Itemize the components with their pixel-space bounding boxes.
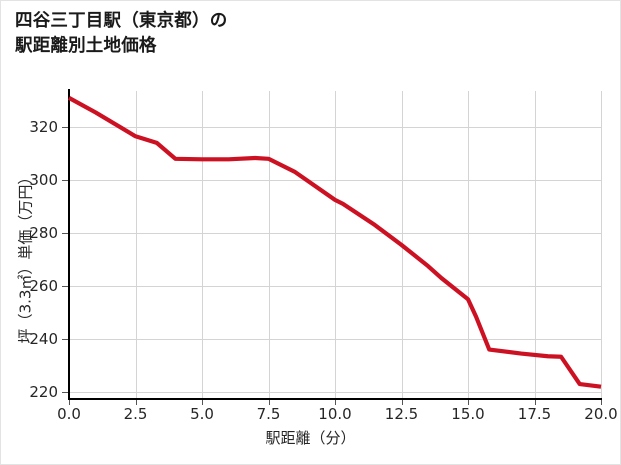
x-tick-mark: [202, 400, 203, 405]
gridline-vertical: [534, 91, 536, 398]
x-tick-mark: [468, 400, 469, 405]
y-tick-label: 240: [29, 330, 58, 348]
x-tick-label: 0.0: [57, 405, 81, 423]
x-tick-label: 15.0: [451, 405, 485, 423]
gridline-horizontal: [69, 233, 601, 234]
y-tick-label: 320: [29, 118, 58, 136]
x-tick-mark: [335, 400, 336, 405]
y-tick-mark: [62, 180, 68, 181]
y-tick-mark: [62, 339, 68, 340]
y-tick-mark: [62, 233, 68, 234]
x-tick-label: 17.5: [517, 405, 552, 423]
y-tick-label: 280: [29, 224, 58, 242]
x-tick-label: 10.0: [318, 405, 352, 423]
gridline-vertical: [601, 91, 602, 398]
x-tick-mark: [135, 400, 137, 405]
y-tick-mark: [62, 392, 68, 393]
y-tick-label: 300: [29, 171, 58, 189]
y-axis-spine: [68, 89, 70, 400]
x-tick-label: 2.5: [123, 405, 148, 423]
gridline-horizontal: [69, 180, 601, 181]
x-tick-mark: [401, 400, 403, 405]
y-tick-mark: [62, 286, 68, 287]
x-tick-label: 5.0: [190, 405, 214, 423]
y-tick-mark: [62, 127, 68, 128]
x-tick-label: 12.5: [384, 405, 419, 423]
gridline-horizontal: [69, 339, 601, 340]
x-tick-mark: [268, 400, 270, 405]
x-tick-mark: [69, 400, 70, 405]
x-tick-mark: [534, 400, 536, 405]
gridline-horizontal: [69, 127, 601, 128]
y-tick-label: 260: [29, 277, 58, 295]
x-axis-label: 駅距離（分）: [265, 429, 356, 447]
gridline-vertical: [335, 91, 336, 398]
page-title: 四谷三丁目駅（東京都）の 駅距離別土地価格: [15, 11, 228, 57]
x-tick-label: 20.0: [584, 405, 618, 423]
gridline-vertical: [268, 91, 270, 398]
x-axis-spine: [68, 398, 602, 400]
y-tick-label-group: 220 240 260 280 300 320: [1, 1, 58, 464]
gridline-vertical: [202, 91, 203, 398]
gridline-vertical: [468, 91, 469, 398]
gridline-horizontal: [69, 286, 601, 287]
y-tick-label: 220: [29, 383, 58, 401]
gridline-horizontal: [69, 392, 601, 393]
x-tick-label: 7.5: [256, 405, 281, 423]
series-line-坪単価: [67, 96, 602, 389]
gridline-vertical: [135, 91, 137, 398]
x-tick-mark: [601, 400, 602, 405]
